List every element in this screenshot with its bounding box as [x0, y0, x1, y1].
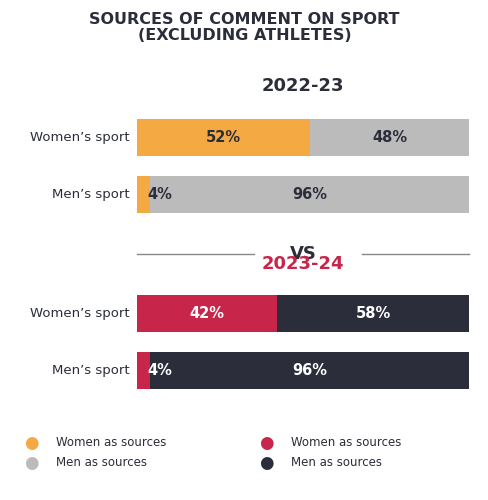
Text: Men as sources: Men as sources [56, 456, 147, 469]
Text: (EXCLUDING ATHLETES): (EXCLUDING ATHLETES) [138, 28, 350, 42]
Text: Women as sources: Women as sources [290, 436, 401, 449]
Text: Men as sources: Men as sources [290, 456, 381, 469]
Text: 2022-23: 2022-23 [262, 77, 344, 95]
Text: Men’s sport: Men’s sport [52, 364, 129, 377]
Text: 96%: 96% [292, 188, 326, 202]
Text: ●: ● [24, 434, 39, 452]
Text: ●: ● [24, 454, 39, 471]
Text: Women as sources: Women as sources [56, 436, 166, 449]
Text: 48%: 48% [371, 130, 407, 146]
Bar [137, 120, 309, 156]
Text: SOURCES OF COMMENT ON SPORT: SOURCES OF COMMENT ON SPORT [89, 12, 399, 28]
Text: Women’s sport: Women’s sport [30, 132, 129, 144]
Text: 4%: 4% [147, 363, 172, 378]
Text: Women’s sport: Women’s sport [30, 307, 129, 320]
Text: 42%: 42% [189, 306, 224, 321]
Text: ●: ● [259, 434, 273, 452]
Bar [276, 295, 468, 332]
Text: Men’s sport: Men’s sport [52, 188, 129, 202]
Bar [137, 176, 150, 214]
Text: 96%: 96% [292, 363, 326, 378]
Bar [137, 295, 276, 332]
Text: ●: ● [259, 454, 273, 471]
Bar [150, 352, 468, 389]
Text: VS: VS [289, 245, 316, 263]
Bar [309, 120, 468, 156]
Text: 4%: 4% [147, 188, 172, 202]
Text: 58%: 58% [355, 306, 390, 321]
Bar [137, 352, 150, 389]
Text: 52%: 52% [205, 130, 241, 146]
Bar [150, 176, 468, 214]
Text: 2023-24: 2023-24 [262, 255, 344, 273]
